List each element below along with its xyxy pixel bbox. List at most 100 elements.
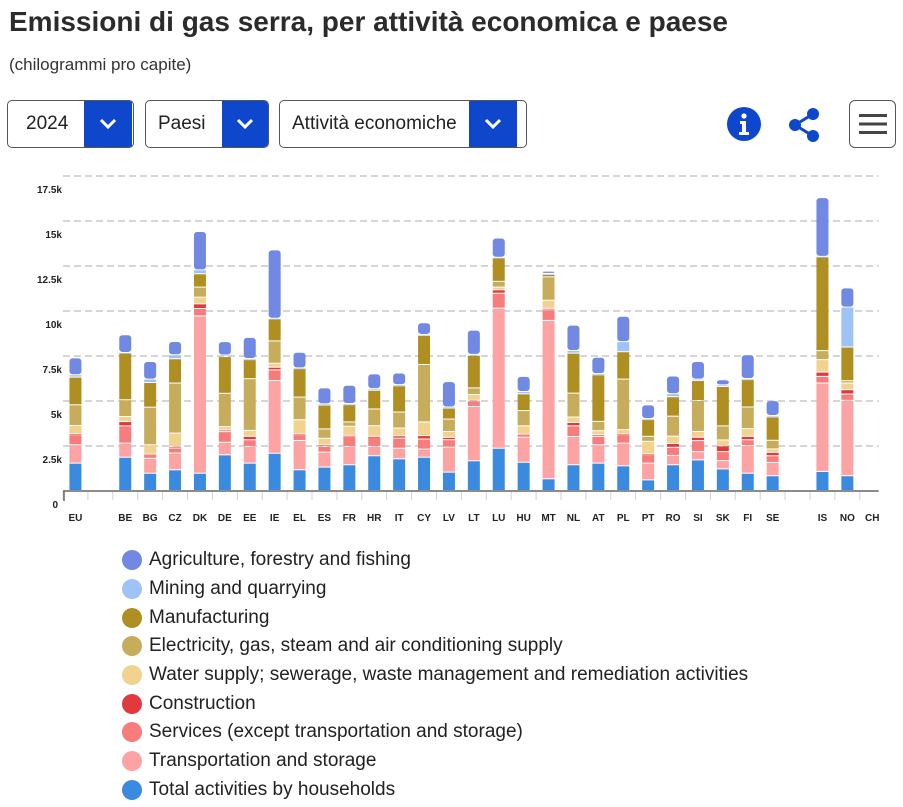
bar-segment [418, 365, 431, 422]
bar-segment [119, 353, 132, 400]
bar-segment [144, 361, 157, 379]
bar-segment [293, 397, 306, 420]
bar-segment [567, 417, 580, 422]
legend-item[interactable]: Services (except transportation and stor… [122, 718, 748, 747]
bar-segment [318, 446, 331, 452]
info-icon[interactable] [725, 104, 763, 149]
bar-segment [691, 381, 704, 400]
bar-segment [691, 437, 704, 441]
year-select[interactable]: 2024 [7, 100, 134, 148]
bar-segment [393, 448, 406, 459]
x-tick-label: DE [218, 513, 232, 524]
bar-segment [741, 379, 754, 380]
bar-segment [542, 273, 555, 275]
bar-segment [816, 471, 829, 490]
bar-segment [393, 459, 406, 490]
bar-segment [293, 352, 306, 368]
stacked-bar-chart: 0 2.5k 5k 7.5k 10k 12.5k 15k 17.5k EU BE BG CZ DK DE E… [37, 175, 879, 524]
legend-label: Transportation and storage [149, 750, 377, 772]
bar-segment [567, 325, 580, 350]
share-icon[interactable] [785, 104, 823, 149]
bar-segment [492, 293, 505, 308]
bar-segment [592, 431, 605, 435]
x-tick-label: PT [642, 513, 655, 524]
bar-segment [393, 438, 406, 448]
x-tick-label: HU [516, 513, 530, 524]
bar-segment [841, 307, 854, 347]
bar-segment [368, 390, 381, 409]
bar-segment [492, 281, 505, 287]
bar-segment [293, 435, 306, 440]
bar-segment [343, 422, 356, 426]
bar-segment [268, 367, 281, 370]
bar-segment [841, 394, 854, 400]
bar-segment [542, 277, 555, 300]
legend-label: Total activities by households [149, 778, 396, 800]
x-tick-label: FI [743, 513, 752, 524]
bar-segment [467, 395, 480, 400]
bar-segment [393, 412, 406, 428]
bar-segment [69, 375, 82, 377]
bar-segment [642, 441, 655, 454]
x-tick-label: AT [592, 513, 605, 524]
bar-segment [318, 445, 331, 447]
bar-segment [492, 308, 505, 448]
bar-segment [169, 359, 182, 383]
bar-segment [667, 447, 680, 455]
bar-segment [617, 379, 630, 430]
y-tick-label: 7.5k [43, 365, 63, 376]
bar-segment [268, 319, 281, 341]
bar-segment [467, 406, 480, 461]
legend-item[interactable]: Water supply; sewerage, waste management… [122, 661, 748, 690]
geo-select[interactable]: Paesi [145, 100, 269, 148]
bar-segment [741, 407, 754, 429]
bar-segment [393, 428, 406, 436]
bar-segment [592, 436, 605, 445]
legend-item[interactable]: Electricity, gas, steam and air conditio… [122, 632, 748, 661]
legend-item[interactable]: Mining and quarrying [122, 575, 748, 604]
y-tick-label: 10k [45, 320, 62, 331]
bar-segment [393, 436, 406, 438]
bar-segment [318, 452, 331, 467]
bar-segment [218, 430, 231, 432]
bar-segment [293, 470, 306, 490]
x-tick-label: CZ [168, 513, 181, 524]
y-tick-label: 15k [45, 230, 62, 241]
x-tick-label: SE [766, 513, 780, 524]
legend-label: Water supply; sewerage, waste management… [149, 664, 749, 686]
bar-segment [119, 352, 132, 354]
bar-segment [766, 415, 779, 417]
legend-item[interactable]: Construction [122, 689, 748, 718]
bar-segment [144, 407, 157, 445]
bar-segment [169, 453, 182, 470]
activity-select[interactable]: Attività economiche [279, 100, 527, 148]
bar-segment [193, 287, 206, 297]
legend-item[interactable]: Manufacturing [122, 603, 748, 632]
legend-item[interactable]: Transportation and storage [122, 747, 748, 776]
bar-segment [542, 300, 555, 308]
bar-segment [442, 440, 455, 447]
hamburger-menu-icon[interactable] [849, 100, 896, 148]
bar-segment [716, 426, 729, 440]
bar-segment [642, 420, 655, 436]
x-tick-label: LU [492, 513, 505, 524]
bar-segment [368, 446, 381, 456]
bar-segment [343, 435, 356, 437]
legend-item[interactable]: Agriculture, forestry and fishing [122, 546, 748, 575]
bar-segment [517, 376, 530, 391]
bar-segment [592, 463, 605, 490]
bar-segment [766, 417, 779, 440]
bar-segment [368, 409, 381, 426]
bar-segment [119, 422, 132, 426]
bar-segment [691, 441, 704, 452]
bar-segment [766, 449, 779, 452]
bar-segment [268, 318, 281, 320]
bar-segment [169, 470, 182, 490]
bar-segment [293, 369, 306, 397]
bar-segment [816, 198, 829, 256]
bar-segment [318, 429, 331, 438]
legend-item[interactable]: Total activities by households [122, 776, 748, 805]
bar-segment [368, 374, 381, 389]
bar-segment [193, 270, 206, 274]
chevron-down-icon [468, 101, 517, 147]
